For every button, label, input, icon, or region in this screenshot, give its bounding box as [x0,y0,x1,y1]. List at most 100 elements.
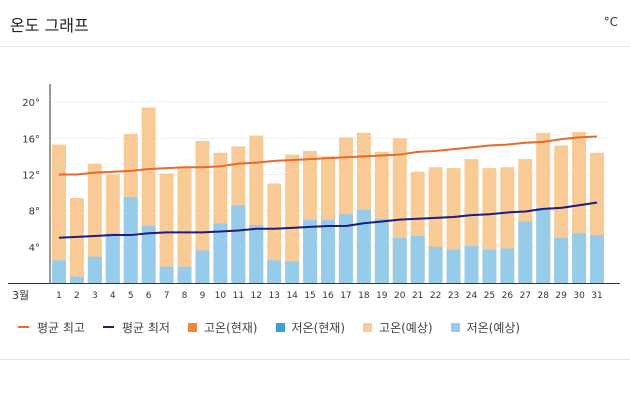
x-tick-label: 6 [146,291,152,301]
legend-label: 저온(현재) [291,320,346,335]
bar-low-forecast [249,225,264,283]
bar-high-forecast [177,168,192,283]
bar-low-forecast [159,266,174,283]
bar-high-forecast [51,144,66,283]
bar-low-forecast [428,246,443,283]
x-tick-label: 28 [537,291,549,301]
legend-item-avg-high[interactable]: 평균 최고 [18,319,85,336]
legend-item-avg-low[interactable]: 평균 최저 [102,319,170,336]
bar-low-forecast [51,260,66,283]
x-tick-label: 20 [394,291,406,301]
bar-low-forecast [231,205,246,283]
x-tick-label: 29 [555,291,567,301]
bar-low-forecast [177,266,192,283]
x-tick-label: 3 [92,291,98,301]
x-tick-label: 19 [376,291,388,301]
page-title: 온도 그래프 [10,16,89,35]
bar-low-forecast [123,197,138,283]
bar-low-forecast [374,218,389,283]
x-tick-label: 27 [520,291,531,301]
bar-low-forecast [356,209,371,283]
x-tick-label: 8 [182,291,188,301]
legend-item-low-forecast[interactable]: 저온(예상) [450,319,521,336]
bar-low-forecast [464,245,479,283]
bar-low-forecast [536,207,551,283]
bar-low-forecast [392,237,407,283]
header: 온도 그래프 °C [0,0,630,47]
legend-label: 평균 최저 [121,320,170,335]
low-forecast-swatch [450,322,460,332]
x-tick-label: 10 [215,291,227,301]
y-tick-label: 16° [22,134,40,145]
bar-low-forecast [285,261,300,283]
bar-high-forecast [159,173,174,283]
average-lines [58,135,598,239]
x-tick-label: 16 [322,291,334,301]
legend-item-high-current[interactable]: 고온(현재) [187,319,258,336]
axes [8,84,620,284]
x-tick-label: 5 [128,291,134,301]
legend-label: 저온(예상) [466,320,521,335]
legend-label: 고온(현재) [203,320,258,335]
x-tick-label: 30 [573,291,585,301]
x-tick-label: 14 [286,291,298,301]
x-tick-label: 12 [251,291,262,301]
bar-low-forecast [410,235,425,283]
low-forecast-bars [51,197,605,283]
bar-high-forecast [69,197,84,283]
y-tick-label: 20° [22,98,40,109]
x-tick-label: 4 [110,291,116,301]
unit-label: °C [603,15,618,29]
x-tick-label: 15 [304,291,315,301]
x-tick-label: 9 [200,291,206,301]
bar-low-forecast [590,235,605,283]
x-tick-label: 2 [74,291,80,301]
x-tick-label: 23 [448,291,459,301]
avg-high-swatch [18,326,29,328]
high-forecast-swatch [363,322,373,332]
bar-low-forecast [141,226,156,283]
bar-high-forecast [195,140,210,283]
bar-low-forecast [267,260,282,283]
legend-label: 고온(예상) [379,320,433,335]
y-tick-label: 4° [29,243,40,254]
bar-high-forecast [285,154,300,283]
legend-label: 평균 최고 [37,320,85,335]
legend-item-high-forecast[interactable]: 고온(예상) [363,319,433,336]
legend: 평균 최고 평균 최저 고온(현재) 저온(현재) 고온(예상) 저온(예상) [18,318,538,336]
bar-low-forecast [87,256,102,283]
x-tick-label: 31 [591,291,602,301]
bar-low-forecast [572,233,587,283]
bar-low-forecast [554,237,569,283]
x-tick-label: 13 [268,291,279,301]
y-tick-labels: 4° 8° 12° 16° 20° [22,98,40,254]
x-tick-label: 17 [340,291,351,301]
x-tick-label: 11 [233,291,244,301]
bar-low-forecast [303,219,318,283]
bar-low-forecast [105,233,120,283]
x-tick-label: 1 [56,291,62,301]
bar-low-forecast [321,219,335,283]
legend-item-low-current[interactable]: 저온(현재) [275,319,346,336]
x-tick-label: 24 [466,291,478,301]
avg-low-swatch [102,326,114,328]
bar-low-forecast [69,276,84,283]
bar-low-forecast [500,248,515,283]
footer-divider [0,359,630,360]
x-tick-label: 21 [412,291,423,301]
avg-high-line [58,135,598,176]
x-tick-label: 18 [358,291,370,301]
x-axis-label: 3월 [12,289,29,302]
y-tick-label: 8° [29,207,40,218]
x-tick-labels: 1 2 3 4 5 6 7 8 9 10 11 12 13 14 15 16 17 18 19 20 21 22 23 24 2… [56,291,603,301]
bar-high-forecast [267,183,282,283]
high-current-swatch [187,322,197,332]
bar-low-forecast [446,249,461,283]
bar-low-forecast [213,223,228,283]
bar-low-forecast [338,214,353,283]
bar-low-forecast [482,249,497,283]
low-current-swatch [275,322,285,332]
bar-high-forecast [87,163,102,283]
bar-low-forecast [195,250,210,283]
